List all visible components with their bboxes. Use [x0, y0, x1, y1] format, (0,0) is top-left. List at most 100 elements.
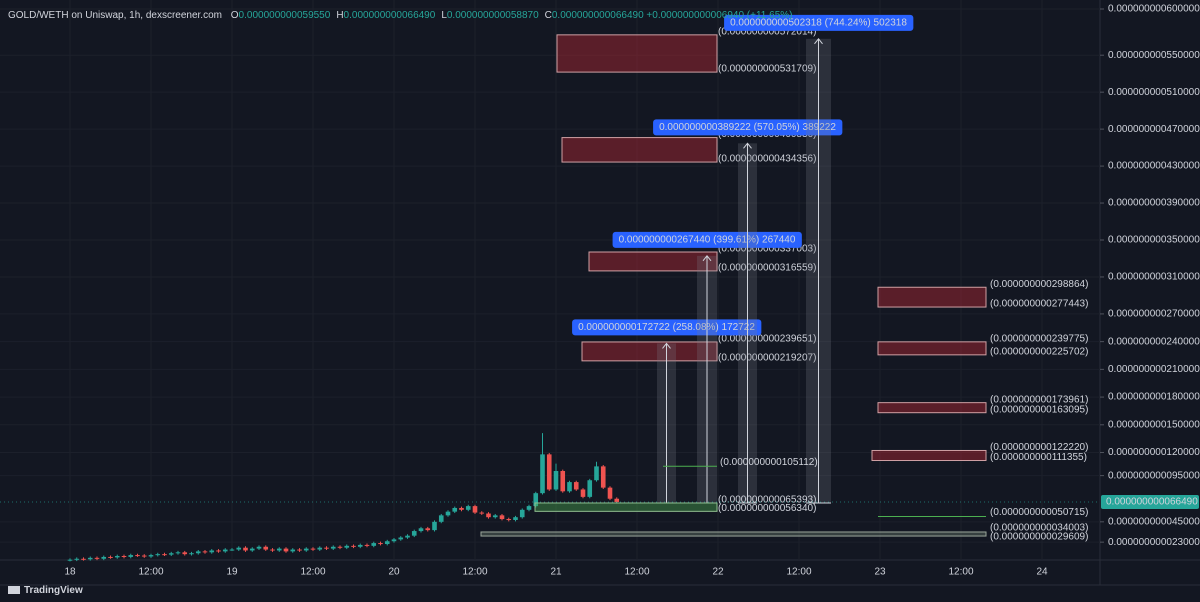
- candle-body: [114, 556, 120, 558]
- resistance-zone: [556, 34, 718, 73]
- measure-label-box: [724, 14, 914, 31]
- y-tick-label: 0.000000000045000: [1108, 516, 1200, 527]
- price-change: +0.000000000006940 (+11.65%): [646, 10, 793, 21]
- measure-label-box: [612, 231, 802, 248]
- candle-body: [486, 513, 491, 518]
- resistance-zone: [588, 251, 718, 272]
- zone-label: (0.000000000050715): [990, 507, 1088, 518]
- zone-label: (0.000000000029609): [990, 532, 1088, 543]
- zone-label: (0.000000000105112): [720, 457, 818, 468]
- candle-body: [425, 528, 431, 531]
- zone-label: (0.000000000239775): [990, 333, 1088, 344]
- legend-value: 0.000000000066490: [551, 10, 644, 21]
- measure-label-text: 0.000000000172722 (258.08%) 172722: [578, 322, 755, 333]
- x-tick-label: 12:00: [624, 567, 649, 578]
- candle-body: [452, 507, 458, 512]
- resistance-zone: [877, 286, 987, 308]
- candle-body: [337, 546, 343, 548]
- resistance-zone: [871, 449, 987, 462]
- y-tick-label: 0.000000000430000: [1108, 161, 1200, 172]
- candle-body: [330, 546, 336, 549]
- x-tick-label: 19: [226, 567, 238, 578]
- x-tick-label: 23: [874, 567, 886, 578]
- measure-label-text: 0.000000000502318 (744.24%) 502318: [730, 17, 907, 28]
- measure-label: 0.000000000267440 (399.61%) 267440: [612, 231, 802, 248]
- zone-label: (0.000000000434356): [718, 154, 816, 165]
- resistance-zone: [561, 137, 718, 163]
- candle-body: [411, 531, 417, 536]
- zone-label: (0.000000000056340): [718, 503, 816, 514]
- y-tick-label: 0.000000000470000: [1108, 124, 1200, 135]
- candle-body: [580, 489, 586, 497]
- candle-body: [418, 528, 424, 532]
- y-tick-label: 0.000000000240000: [1108, 336, 1200, 347]
- candle-body: [229, 549, 235, 551]
- legend-value: 0.000000000058870: [446, 10, 539, 21]
- candle-body: [216, 550, 221, 552]
- legend-key: H: [336, 10, 344, 21]
- measure-label-text: 0.000000000267440 (399.61%) 267440: [619, 235, 796, 246]
- measure-label: 0.000000000502318 (744.24%) 502318: [724, 14, 914, 31]
- candle-body: [587, 480, 593, 497]
- x-tick-label: 12:00: [138, 567, 163, 578]
- x-tick-label: 12:00: [786, 567, 811, 578]
- candle-body: [81, 558, 86, 560]
- measure-arrowhead: [702, 255, 712, 262]
- candle-body: [283, 548, 289, 552]
- candle-body: [465, 506, 471, 510]
- y-tick-label: 0.000000000390000: [1108, 198, 1200, 209]
- legend-value: 0.000000000059550: [238, 10, 331, 21]
- zone-label: (0.000000000531709): [718, 64, 816, 75]
- legend-value: 0.000000000066490: [343, 10, 436, 21]
- candle-body: [506, 519, 512, 521]
- candle-body: [67, 559, 73, 561]
- x-tick-label: 12:00: [300, 567, 325, 578]
- candle-body: [155, 554, 161, 556]
- candle-body: [94, 557, 100, 559]
- candle-body: [398, 537, 404, 540]
- resistance-zone: [581, 341, 718, 362]
- candle-body: [209, 550, 215, 553]
- candle-body: [128, 555, 134, 557]
- zone-label: (0.000000000065393): [718, 495, 816, 506]
- candle-body: [290, 549, 296, 552]
- measure-label-box: [572, 319, 762, 336]
- y-tick-label: 0.000000000180000: [1108, 392, 1200, 403]
- candle-body: [236, 547, 242, 550]
- x-tick-label: 18: [64, 567, 76, 578]
- y-tick-label: 0.000000000550000: [1108, 50, 1200, 61]
- candle-body: [513, 517, 518, 520]
- measure-label-text: 0.000000000389222 (570.05%) 389222: [659, 122, 836, 133]
- candle-body: [175, 552, 181, 554]
- candle-body: [270, 549, 275, 551]
- candle-body: [378, 543, 383, 545]
- candle-body: [74, 558, 80, 560]
- ohlc-legend: O0.000000000059550 H0.000000000066490 L0.0…: [225, 10, 647, 21]
- zone-label: (0.000000000316559): [718, 263, 816, 274]
- candle-body: [567, 482, 572, 492]
- measure-arrowhead: [814, 38, 823, 45]
- x-tick-label: 22: [712, 567, 724, 578]
- candle-body: [148, 555, 154, 557]
- candle-body: [276, 548, 282, 551]
- candle-body: [405, 535, 410, 538]
- candle-body: [344, 545, 350, 548]
- candle-body: [499, 515, 505, 520]
- y-tick-label: 0.000000000350000: [1108, 235, 1200, 246]
- candle-body: [391, 539, 397, 542]
- last-price-label: 0.000000000066490: [1106, 497, 1198, 508]
- y-tick-label: 0.000000000310000: [1108, 272, 1200, 283]
- zone-label: (0.000000000572014): [718, 26, 816, 37]
- x-tick-label: 12:00: [462, 567, 487, 578]
- candle-body: [432, 521, 437, 531]
- y-tick-label: 0.000000000510000: [1108, 87, 1200, 98]
- last-price-box: [1101, 494, 1199, 509]
- measure-arrowhead: [662, 342, 671, 349]
- base-zone: [480, 531, 987, 537]
- candle-body: [519, 509, 525, 518]
- candle-body: [533, 493, 539, 507]
- candle-body: [222, 549, 228, 552]
- candle-body: [162, 554, 167, 556]
- measure-arrowhead: [743, 142, 752, 149]
